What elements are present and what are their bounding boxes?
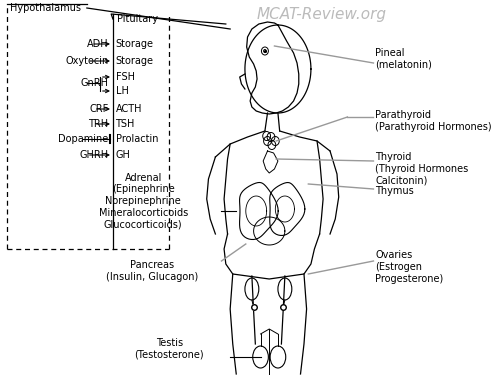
Text: MCAT-Review.org: MCAT-Review.org (256, 6, 386, 22)
Text: Adrenal
(Epinephrine
Norepinephrine
Mineralocorticoids
Glucocorticoids): Adrenal (Epinephrine Norepinephrine Mine… (99, 173, 188, 229)
Text: Pancreas
(Insulin, Glucagon): Pancreas (Insulin, Glucagon) (106, 260, 198, 282)
Text: Thymus: Thymus (375, 186, 414, 196)
Text: TSH: TSH (116, 119, 135, 129)
Text: FSH: FSH (116, 72, 134, 82)
Text: Pituitary: Pituitary (117, 14, 158, 24)
Text: Parathyroid
(Parathyroid Hormones): Parathyroid (Parathyroid Hormones) (375, 110, 492, 132)
Text: Prolactin: Prolactin (116, 134, 158, 144)
Text: Storage: Storage (116, 39, 153, 49)
Text: Dopamine: Dopamine (58, 134, 109, 144)
Text: Hypothalamus: Hypothalamus (10, 3, 81, 13)
Text: CRF: CRF (89, 104, 109, 114)
Text: Ovaries
(Estrogen
Progesterone): Ovaries (Estrogen Progesterone) (375, 251, 443, 283)
Text: Testis
(Testosterone): Testis (Testosterone) (134, 338, 204, 360)
Text: ACTH: ACTH (116, 104, 142, 114)
Text: GnRH: GnRH (81, 78, 109, 88)
Text: GHRH: GHRH (80, 150, 109, 160)
Text: LH: LH (116, 86, 128, 96)
Text: Thyroid
(Thyroid Hormones
Calcitonin): Thyroid (Thyroid Hormones Calcitonin) (375, 152, 469, 186)
Text: Pineal
(melatonin): Pineal (melatonin) (375, 48, 432, 70)
Text: TRH: TRH (89, 119, 109, 129)
Text: Oxytocin: Oxytocin (65, 56, 109, 66)
Text: Storage: Storage (116, 56, 153, 66)
Text: GH: GH (116, 150, 130, 160)
Text: ADH: ADH (87, 39, 109, 49)
